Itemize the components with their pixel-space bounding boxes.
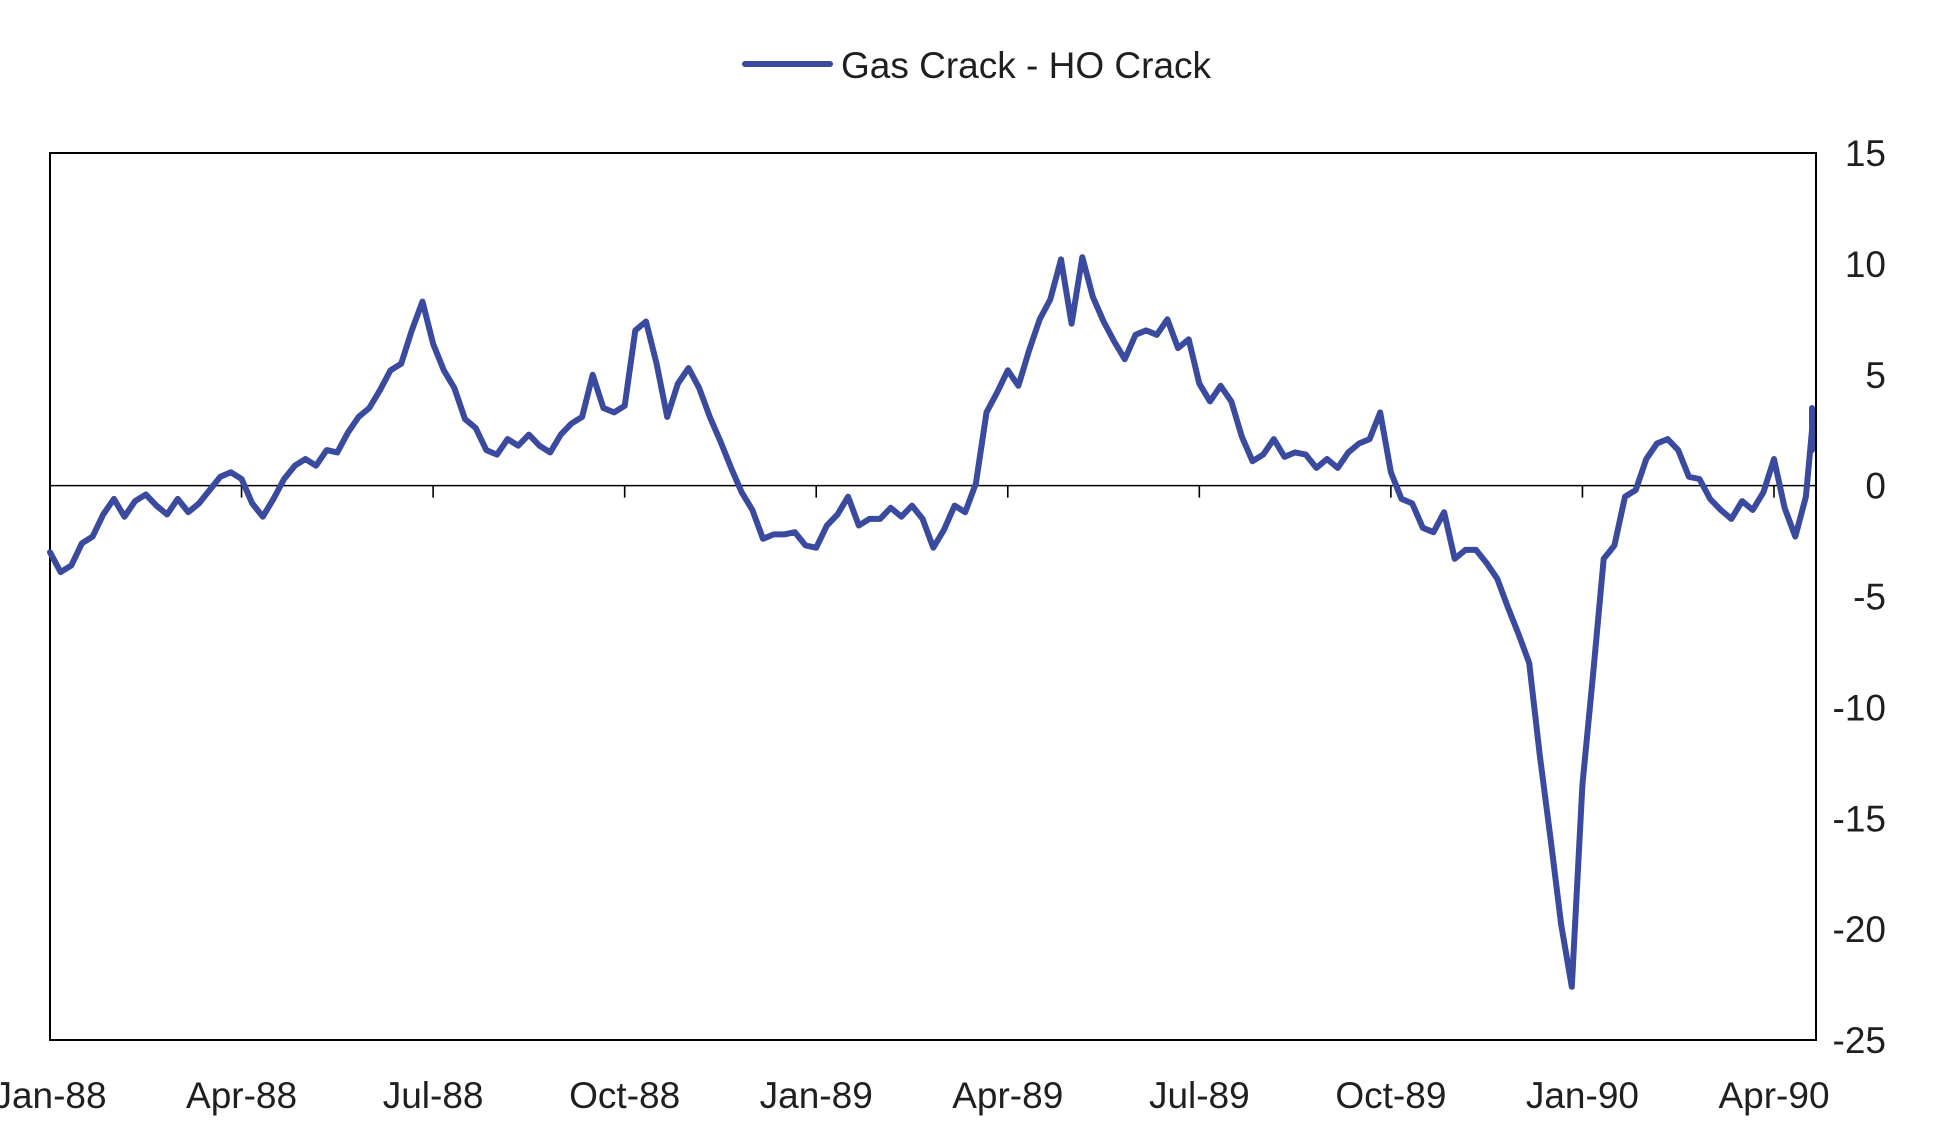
plot-area-frame <box>49 152 1817 1041</box>
y-tick-label: -25 <box>1833 1020 1886 1061</box>
legend-label: Gas Crack - HO Crack <box>841 45 1212 86</box>
x-tick-label: Apr-90 <box>1718 1075 1829 1116</box>
x-tick-label: Apr-88 <box>186 1075 297 1116</box>
x-tick-label: Jul-88 <box>383 1075 484 1116</box>
y-tick-label: 5 <box>1865 355 1886 396</box>
y-tick-label: -10 <box>1833 687 1886 728</box>
x-tick-label: Jan-89 <box>760 1075 873 1116</box>
x-tick-label: Jul-89 <box>1149 1075 1250 1116</box>
y-tick-label: -20 <box>1833 909 1886 950</box>
x-tick-label: Jan-88 <box>0 1075 107 1116</box>
x-tick-label: Apr-89 <box>952 1075 1063 1116</box>
x-tick-label: Oct-88 <box>569 1075 680 1116</box>
y-tick-label: 10 <box>1845 244 1886 285</box>
legend: Gas Crack - HO Crack <box>742 45 1212 86</box>
y-tick-label: 15 <box>1845 133 1886 174</box>
x-axis-tick-labels: Jan-88 Apr-88 Jul-88 Oct-88 Jan-89 Apr-89 Jul-… <box>0 1075 1830 1116</box>
series-line-gas-crack-ho-crack <box>47 254 1815 990</box>
y-tick-label: -15 <box>1833 798 1886 839</box>
y-axis-tick-labels: 15 10 5 0 -5 -10 -15 -20 -25 <box>1833 133 1886 1061</box>
y-tick-label: 0 <box>1865 466 1886 507</box>
x-axis-ticks <box>240 485 1775 498</box>
y-tick-label: -5 <box>1853 577 1886 618</box>
x-tick-label: Jan-90 <box>1526 1075 1639 1116</box>
x-tick-label: Oct-89 <box>1335 1075 1446 1116</box>
series-points <box>49 257 1813 987</box>
